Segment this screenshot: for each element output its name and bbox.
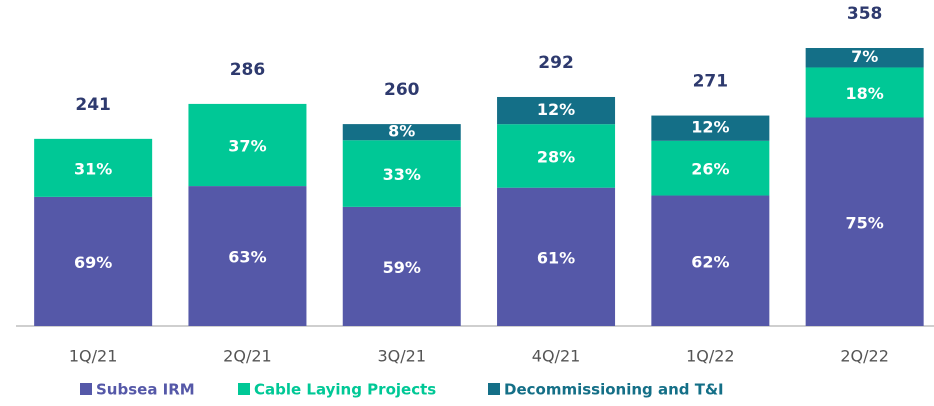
total-label: 286 [230,60,266,80]
bar-segment [651,140,770,196]
segment-label: 37% [228,136,266,155]
bar-segment [342,140,461,207]
segment-label: 61% [537,248,575,267]
bar-segment [651,195,770,326]
segment-label: 62% [691,252,729,271]
x-tick-label: 4Q/21 [532,347,581,366]
bar-segment [805,117,924,326]
bar-segment [805,67,924,118]
x-tick-label: 3Q/21 [377,347,426,366]
segment-label: 33% [383,165,421,184]
segment-label: 28% [537,147,575,166]
legend-swatch [488,383,500,395]
legend-swatch [238,383,250,395]
bar-segment [342,124,461,141]
total-label: 271 [693,72,729,92]
segment-label: 18% [846,84,884,103]
segment-label: 59% [383,258,421,277]
x-tick-label: 2Q/22 [840,347,889,366]
bar-segment [34,196,153,326]
bar-segment [651,115,770,141]
segment-label: 12% [691,118,729,137]
total-label: 260 [384,80,420,100]
segment-label: 69% [74,253,112,272]
bar-segment [34,138,153,197]
x-tick-label: 2Q/21 [223,347,272,366]
legend-label: Subsea IRM [96,381,195,399]
bar-segment [497,124,616,188]
segment-label: 7% [851,47,878,66]
x-tick-label: 1Q/22 [686,347,735,366]
total-label: 358 [847,4,883,24]
bar-segment [342,206,461,326]
segment-label: 31% [74,159,112,178]
bar-segment [805,48,924,68]
segment-label: 75% [846,213,884,232]
segment-label: 63% [228,248,266,267]
segment-label: 12% [537,100,575,119]
legend-label: Decommissioning and T&I [504,381,724,399]
total-label: 241 [75,95,111,115]
bar-segment [188,186,307,326]
bar-segment [497,96,616,125]
legend-label: Cable Laying Projects [254,381,436,399]
total-label: 292 [538,53,574,73]
segment-label: 26% [691,160,729,179]
x-tick-label: 1Q/21 [69,347,118,366]
bar-segment [188,103,307,187]
bar-segment [497,187,616,326]
legend-swatch [80,383,92,395]
segment-label: 8% [388,122,415,141]
